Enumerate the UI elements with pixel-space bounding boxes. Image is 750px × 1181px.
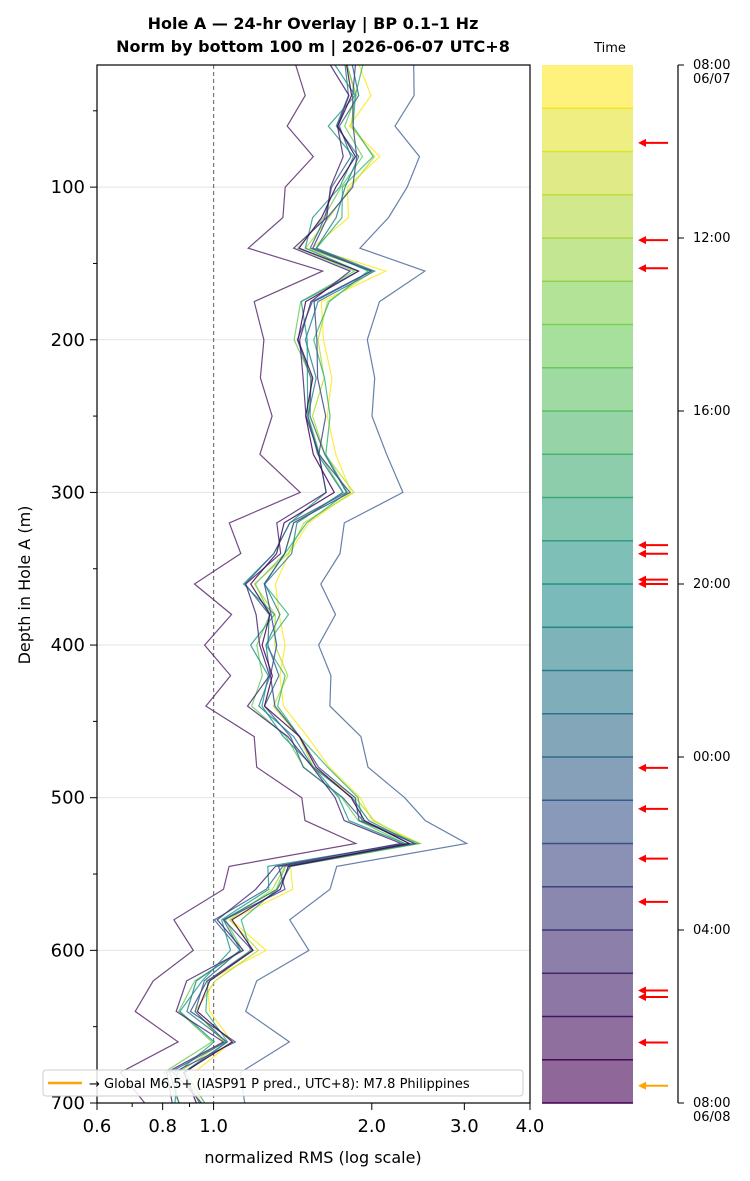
colorbar-segment [542,65,633,109]
series-line-14:00 [184,64,422,1104]
colorbar-segment [542,843,633,887]
series-line-02:00 [183,64,411,1104]
time-tick-label-08:00: 08:00 [693,58,730,73]
y-tick-label-200: 200 [51,330,85,351]
event-arrow-head [638,897,646,906]
y-tick-label-100: 100 [51,177,85,198]
x-axis-label: normalized RMS (log scale) [204,1148,421,1167]
time-tick-label-08:00: 08:00 [693,1096,730,1111]
series-line-12:00 [163,64,408,1104]
time-tick-label-12:00: 12:00 [693,231,730,246]
x-tick-label-1.0: 1.0 [199,1116,228,1137]
colorbar-segment [542,238,633,282]
x-tick-label-3.0: 3.0 [450,1116,479,1137]
colorbar-segment [542,1059,633,1103]
event-arrow-head [638,854,646,863]
colorbar-segment [542,800,633,844]
legend-box [42,1069,524,1097]
series-line-outlier-hi [239,64,469,1104]
legend: → Global M6.5+ (IASP91 P pred., UTC+8): … [42,1069,524,1097]
colorbar-segment [542,670,633,714]
series-line-16:00 [174,64,407,1104]
colorbar-segment [542,540,633,584]
series-line-22:00 [172,64,418,1104]
colorbar-segment [542,757,633,801]
y-tick-label-500: 500 [51,788,85,809]
series-line-outlier-lo [119,64,358,1104]
event-arrow-head [638,804,646,813]
y-tick-label-700: 700 [51,1093,85,1114]
colorbar-segment [542,627,633,671]
colorbar-segment [542,281,633,325]
y-tick-label-600: 600 [51,940,85,961]
time-tick-label-04:00: 04:00 [693,923,730,938]
series-line-18:00 [182,64,416,1104]
plot-frame [96,64,531,1104]
colorbar-segment [542,713,633,757]
colorbar-segment [542,324,633,368]
colorbar: 08:0006/0712:0016:0020:0000:0004:0008:00… [542,58,730,1125]
colorbar-segment [542,930,633,974]
colorbar-segment [542,108,633,152]
colorbar-segment [542,411,633,455]
event-arrow-head [638,1038,646,1047]
series-line-20:00 [168,64,412,1104]
time-tick-sublabel-06/07: 06/07 [693,72,730,87]
event-arrow-head [638,236,646,245]
colorbar-segment [542,497,633,541]
time-tick-label-16:00: 16:00 [693,404,730,419]
event-arrow-head [638,138,646,147]
event-arrow-head [638,763,646,772]
chart-title-line1: Hole A — 24-hr Overlay | BP 0.1–1 Hz [148,14,479,34]
colorbar-segment [542,973,633,1017]
event-arrow-head [638,580,646,588]
y-tick-label-300: 300 [51,482,85,503]
y-tick-label-400: 400 [51,635,85,656]
colorbar-segment [542,151,633,195]
colorbar-segment [542,1016,633,1060]
colorbar-segment [542,367,633,411]
colorbar-segment [542,584,633,628]
event-arrow-head [638,541,646,550]
x-tick-label-2.0: 2.0 [357,1116,386,1137]
colorbar-label: Time [593,41,626,56]
colorbar-segment [542,194,633,238]
global-event-arrow-head [638,1081,646,1090]
colorbar-segment [542,454,633,498]
event-arrow-head [638,993,646,1002]
event-arrow-head [638,549,646,558]
x-tick-label-0.8: 0.8 [148,1116,177,1137]
legend-label: → Global M6.5+ (IASP91 P pred., UTC+8): … [89,1077,470,1092]
plot-area: 0.6 0.8 1.0 2.0 3.0 4.0 100 200 300 400 500 600 700 [51,64,545,1137]
x-tick-label-4.0: 4.0 [516,1116,545,1137]
time-tick-label-20:00: 20:00 [693,577,730,592]
colorbar-segment [542,886,633,930]
time-tick-label-00:00: 00:00 [693,750,730,765]
event-arrow-head [638,986,646,995]
event-arrow-head [638,264,646,273]
x-tick-label-0.6: 0.6 [83,1116,112,1137]
chart-title-line2: Norm by bottom 100 m | 2026-06-07 UTC+8 [116,37,510,57]
series-line-00:00 [166,64,404,1104]
time-tick-sublabel-06/08: 06/08 [693,1110,730,1125]
y-axis-label: Depth in Hole A (m) [15,506,34,665]
